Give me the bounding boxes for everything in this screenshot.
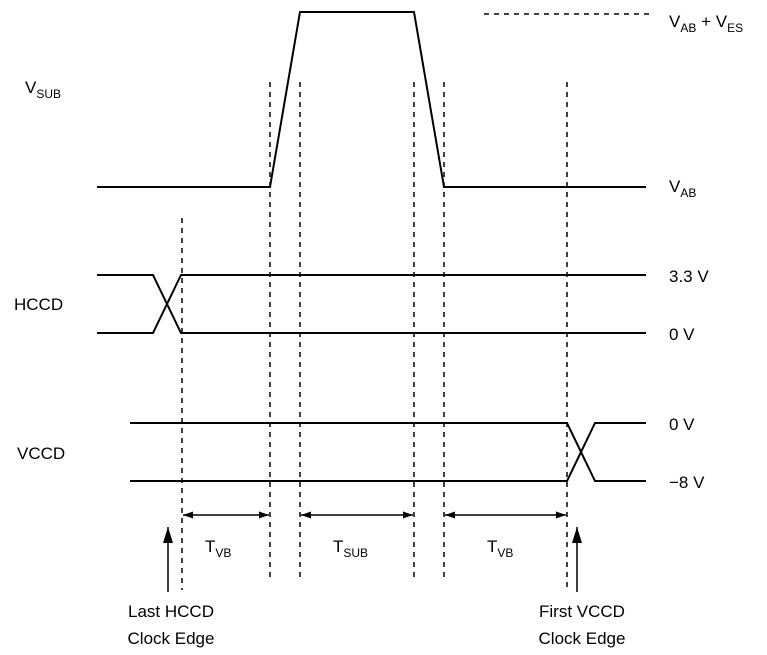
vab-level-label: VAB [669,177,696,200]
last-hccd-annotation-line2: Clock Edge [128,629,215,648]
vccd-waveform-low [130,422,646,482]
vccd-high-level-label: 0 V [669,415,695,434]
first-vccd-annotation-line1: First VCCD [539,602,625,621]
hccd-high-level-label: 3.3 V [669,267,709,286]
vccd-low-level-label: −8 V [669,473,705,492]
tvb-right-label: TVB [487,537,513,560]
tvb-left-label: TVB [205,537,231,560]
last-hccd-annotation-line1: Last HCCD [128,602,214,621]
vccd-waveform-high [130,422,646,482]
first-vccd-annotation-line2: Clock Edge [539,629,626,648]
vccd-signal-label: VCCD [17,444,65,463]
hccd-waveform-high [97,274,646,334]
vsub-signal-label: VSUB [25,78,61,101]
vab-ves-level-label: VAB + VES [669,12,743,35]
vsub-waveform [97,11,646,188]
hccd-low-level-label: 0 V [669,325,695,344]
tsub-label: TSUB [333,537,368,560]
hccd-waveform-low [97,274,646,334]
hccd-signal-label: HCCD [14,295,63,314]
